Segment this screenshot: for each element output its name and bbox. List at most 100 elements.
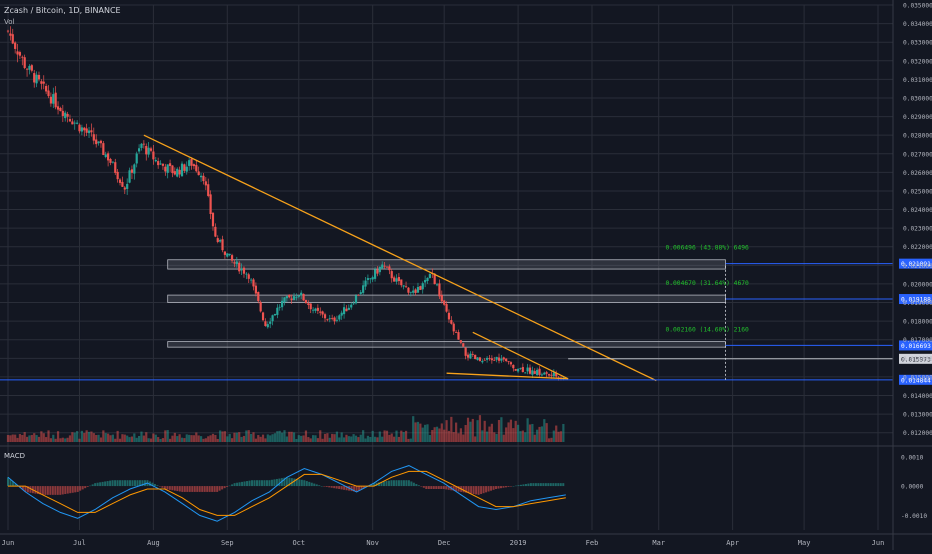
candle-body bbox=[359, 292, 362, 294]
candle-body bbox=[190, 158, 193, 166]
candle-body bbox=[216, 238, 219, 242]
candle-body bbox=[168, 163, 172, 166]
resistance-zone bbox=[167, 341, 726, 348]
macd-histogram-bar bbox=[445, 486, 448, 490]
volume-bar bbox=[30, 434, 33, 442]
volume-bar bbox=[78, 438, 81, 442]
macd-histogram-bar bbox=[96, 482, 99, 487]
macd-histogram-bar bbox=[527, 483, 530, 487]
macd-histogram-bar bbox=[221, 486, 224, 490]
macd-histogram-bar bbox=[91, 484, 94, 487]
macd-histogram-bar bbox=[231, 484, 234, 487]
macd-histogram-bar bbox=[452, 486, 455, 491]
macd-histogram-bar bbox=[69, 486, 72, 494]
macd-histogram-bar bbox=[24, 486, 27, 492]
macd-histogram-bar bbox=[325, 486, 328, 487]
volume-bar bbox=[369, 436, 372, 442]
volume-bar bbox=[185, 434, 188, 442]
macd-histogram-bar bbox=[173, 486, 176, 491]
macd-histogram-bar bbox=[340, 486, 343, 490]
candle-body bbox=[438, 283, 441, 297]
candle-body bbox=[412, 290, 415, 293]
volume-bar bbox=[438, 428, 441, 442]
x-tick-label: Mar bbox=[652, 539, 665, 547]
candle-body bbox=[78, 124, 81, 132]
y-tick-label: 0.026000 bbox=[903, 170, 932, 177]
symbol-title[interactable]: Zcash / Bitcoin, 1D, BINANCE bbox=[4, 6, 121, 15]
volume-bar bbox=[176, 436, 179, 442]
volume-bar bbox=[342, 437, 346, 442]
candle-body bbox=[16, 51, 19, 55]
candle-body bbox=[526, 367, 529, 372]
candle-body bbox=[309, 303, 312, 310]
candle-body bbox=[338, 315, 341, 320]
volume-bar bbox=[326, 433, 329, 442]
candle-body bbox=[366, 278, 370, 280]
volume-bar bbox=[316, 438, 319, 442]
macd-histogram-bar bbox=[328, 486, 331, 488]
candle-body bbox=[326, 319, 329, 321]
x-tick-label: Oct bbox=[292, 539, 305, 547]
volume-bar bbox=[493, 432, 496, 442]
volume-bar bbox=[173, 432, 176, 442]
macd-histogram-bar bbox=[133, 480, 136, 487]
macd-histogram-bar bbox=[26, 486, 29, 493]
candle-body bbox=[485, 357, 489, 360]
macd-histogram-bar bbox=[246, 481, 249, 487]
macd-histogram-bar bbox=[547, 483, 550, 487]
macd-histogram-bar bbox=[243, 481, 246, 487]
candle-body bbox=[443, 300, 446, 305]
macd-histogram-bar bbox=[178, 486, 181, 492]
macd-histogram-bar bbox=[151, 482, 154, 487]
candle-body bbox=[166, 164, 169, 173]
candle-body bbox=[11, 34, 14, 44]
candle-body bbox=[99, 140, 103, 144]
macd-histogram-bar bbox=[440, 486, 443, 489]
volume-bar bbox=[195, 432, 198, 442]
volume-bar bbox=[159, 438, 162, 442]
macd-histogram-bar bbox=[158, 486, 161, 487]
macd-histogram-bar bbox=[260, 480, 263, 487]
volume-bar bbox=[540, 426, 544, 442]
candle-body bbox=[207, 184, 210, 196]
x-tick-label: Feb bbox=[586, 539, 599, 547]
volume-bar bbox=[395, 430, 398, 442]
candle-body bbox=[440, 295, 443, 302]
y-tick-label: 0.012000 bbox=[903, 430, 932, 437]
y-tick-label: 0.019000 bbox=[903, 300, 932, 307]
price-label-box bbox=[899, 374, 932, 385]
candle-body bbox=[54, 92, 57, 108]
volume-bar bbox=[56, 431, 60, 442]
candle-body bbox=[180, 163, 184, 177]
macd-histogram-bar bbox=[84, 486, 87, 489]
macd-histogram-bar bbox=[358, 486, 361, 491]
candle-body bbox=[21, 56, 24, 58]
volume-bar bbox=[538, 426, 541, 442]
macd-histogram-bar bbox=[114, 480, 117, 487]
macd-histogram-bar bbox=[310, 482, 313, 487]
candle-body bbox=[421, 283, 424, 290]
x-tick-label: Dec bbox=[438, 539, 451, 547]
volume-bar bbox=[52, 434, 55, 442]
volume-bar bbox=[385, 430, 389, 442]
candle-body bbox=[552, 372, 555, 377]
volume-bar bbox=[426, 424, 429, 442]
candle-body bbox=[378, 266, 381, 273]
candle-body bbox=[66, 113, 69, 117]
y-tick-label: 0.027000 bbox=[903, 151, 932, 158]
macd-histogram-bar bbox=[101, 481, 104, 487]
volume-bar bbox=[524, 432, 527, 442]
volume-bar bbox=[71, 432, 74, 442]
volume-bar bbox=[14, 434, 17, 442]
candle-body bbox=[385, 266, 389, 268]
volume-bar bbox=[18, 434, 22, 442]
candle-body bbox=[407, 287, 410, 293]
candle-body bbox=[295, 297, 298, 299]
macd-histogram-bar bbox=[554, 483, 557, 487]
candle-body bbox=[533, 371, 536, 374]
volume-bar bbox=[466, 417, 470, 442]
volume-bar bbox=[505, 427, 508, 442]
candle-body bbox=[214, 226, 217, 237]
volume-bar bbox=[259, 436, 262, 442]
